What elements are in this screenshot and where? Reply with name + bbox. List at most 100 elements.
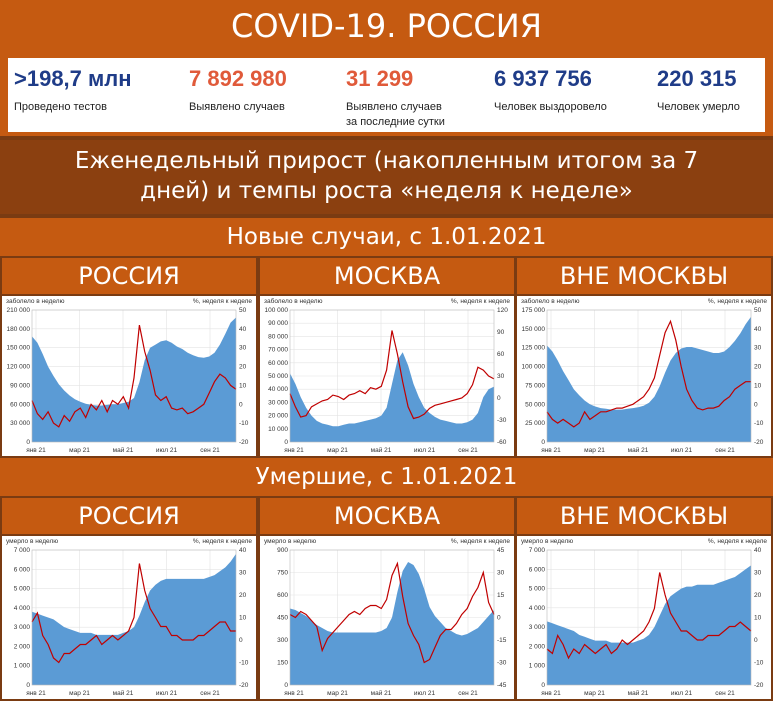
y2-tick-label: -20 xyxy=(239,682,249,689)
x-tick-label: янв 21 xyxy=(284,447,304,454)
y-tick-label: 180 000 xyxy=(7,326,31,333)
y-tick-label: 900 xyxy=(277,547,288,554)
stat-recovered-value: 6 937 756 xyxy=(494,66,592,91)
y2-tick-label: 30 xyxy=(239,570,247,577)
series-area xyxy=(32,553,236,685)
y2-tick-label: 20 xyxy=(239,364,247,371)
plot-frame xyxy=(546,549,752,686)
y-tick-label: 30 000 xyxy=(10,420,30,427)
y-tick-label: 4 000 xyxy=(529,605,546,612)
y2-tick-label: 90 xyxy=(497,329,505,336)
y-tick-label: 2 000 xyxy=(529,643,546,650)
y-tick-label: 60 000 xyxy=(268,360,288,367)
y2-tick-label: 0 xyxy=(754,637,758,644)
chart-svg: заболело в неделю %, неделя к неделе 0 25 0… xyxy=(521,297,767,454)
series-line xyxy=(289,330,495,420)
y-tick-label: 70 000 xyxy=(268,347,288,354)
y2-tick-label: 30 xyxy=(497,570,505,577)
y-axis-title: умерло в неделю xyxy=(521,538,573,545)
y-tick-label: 0 xyxy=(26,682,30,689)
x-tick-label: май 21 xyxy=(113,446,134,454)
y2-axis-title: %, неделя к неделе xyxy=(451,538,510,545)
y2-tick-label: 0 xyxy=(239,401,243,408)
series-line xyxy=(31,324,237,428)
y-tick-label: 100 000 xyxy=(265,307,289,314)
y2-tick-label: -15 xyxy=(497,637,507,644)
x-tick-label: май 21 xyxy=(628,689,649,697)
x-tick-label: янв 21 xyxy=(26,447,46,454)
y-tick-label: 30 000 xyxy=(268,399,288,406)
y2-tick-label: 120 xyxy=(497,307,508,314)
stat-daily-value: 31 299 xyxy=(346,66,414,91)
y2-tick-label: 30 xyxy=(754,570,762,577)
panel-title-deaths-regions: ВНЕ МОСКВЫ xyxy=(517,498,771,534)
x-tick-label: май 21 xyxy=(371,446,392,454)
subtitle: Еженедельный прирост (накопленным итогом… xyxy=(0,140,773,214)
y-axis-title: заболело в неделю xyxy=(521,297,580,305)
y-tick-label: 0 xyxy=(26,439,30,446)
chart-cases-regions: заболело в неделю %, неделя к неделе 0 25 0… xyxy=(517,296,771,456)
stat-daily-label-line2: за последние сутки xyxy=(346,116,445,128)
x-tick-label: мар 21 xyxy=(327,447,348,454)
plot-frame xyxy=(31,309,237,443)
y2-tick-label: 40 xyxy=(239,326,247,333)
x-tick-label: май 21 xyxy=(371,689,392,697)
y2-tick-label: 10 xyxy=(239,615,247,622)
y2-tick-label: -20 xyxy=(239,439,249,446)
y2-tick-label: 30 xyxy=(239,345,247,352)
panel-title-cases-moscow: МОСКВА xyxy=(260,258,514,294)
y-tick-label: 2 000 xyxy=(14,643,31,650)
y2-tick-label: 50 xyxy=(239,307,247,314)
series-area xyxy=(547,565,751,685)
y-tick-label: 10 000 xyxy=(268,426,288,433)
series-line xyxy=(289,561,495,664)
y-axis-title: умерло в неделю xyxy=(264,538,316,545)
y-tick-label: 50 000 xyxy=(525,401,545,408)
chart-cases-russia: заболело в неделю %, неделя к неделе 0 30 0… xyxy=(2,296,256,456)
series-line xyxy=(546,319,751,428)
plot-frame xyxy=(31,549,237,686)
y2-tick-label: -60 xyxy=(497,439,507,446)
y2-tick-label: 0 xyxy=(239,637,243,644)
x-tick-label: июл 21 xyxy=(156,447,178,454)
y2-tick-label: 20 xyxy=(754,364,762,371)
y2-tick-label: 50 xyxy=(754,307,762,314)
y-tick-label: 150 000 xyxy=(522,326,546,333)
y-tick-label: 600 xyxy=(277,592,288,599)
plot-frame xyxy=(289,309,495,443)
y-tick-label: 120 000 xyxy=(7,364,31,371)
y-tick-label: 20 000 xyxy=(268,413,288,420)
y-tick-label: 7 000 xyxy=(14,547,31,554)
y-tick-label: 175 000 xyxy=(522,307,546,314)
chart-svg: умерло в неделю%, неделя к неделе0150300… xyxy=(264,538,510,697)
y-tick-label: 50 000 xyxy=(268,373,288,380)
x-tick-label: май 21 xyxy=(113,689,134,697)
x-tick-label: сен 21 xyxy=(458,447,478,454)
plot-frame xyxy=(289,549,495,686)
y-tick-label: 90 000 xyxy=(10,382,30,389)
stat-recovered-label: Человек выздоровело xyxy=(494,101,607,113)
x-tick-label: сен 21 xyxy=(715,447,735,454)
y-tick-label: 6 000 xyxy=(14,566,31,573)
y2-tick-label: -20 xyxy=(754,682,764,689)
y-tick-label: 750 xyxy=(277,570,288,577)
y2-tick-label: 40 xyxy=(754,547,762,554)
x-tick-label: май 21 xyxy=(628,446,649,454)
y2-axis-title: %, неделя к неделе xyxy=(451,298,510,305)
section-title-deaths: Умершие, с 1.01.2021 xyxy=(0,458,773,496)
subtitle-line2: дней) и темпы роста «неделя к неделе» xyxy=(140,178,633,204)
y2-tick-label: 40 xyxy=(239,547,247,554)
y2-tick-label: -30 xyxy=(497,417,507,424)
y-tick-label: 4 000 xyxy=(14,605,31,612)
x-tick-label: июл 21 xyxy=(414,447,436,454)
x-tick-label: янв 21 xyxy=(541,447,561,454)
y-tick-label: 5 000 xyxy=(14,586,31,593)
stat-deaths-label: Человек умерло xyxy=(657,101,740,113)
stat-daily-label-line1: Выявлено случаев xyxy=(346,101,442,113)
y2-tick-label: 10 xyxy=(239,382,247,389)
y-tick-label: 450 xyxy=(277,615,288,622)
chart-cases-moscow: заболело в неделю %, неделя к неделе 0 10 0… xyxy=(260,296,514,456)
x-tick-label: сен 21 xyxy=(715,690,735,697)
x-tick-label: мар 21 xyxy=(584,447,605,454)
x-tick-label: янв 21 xyxy=(541,690,561,697)
